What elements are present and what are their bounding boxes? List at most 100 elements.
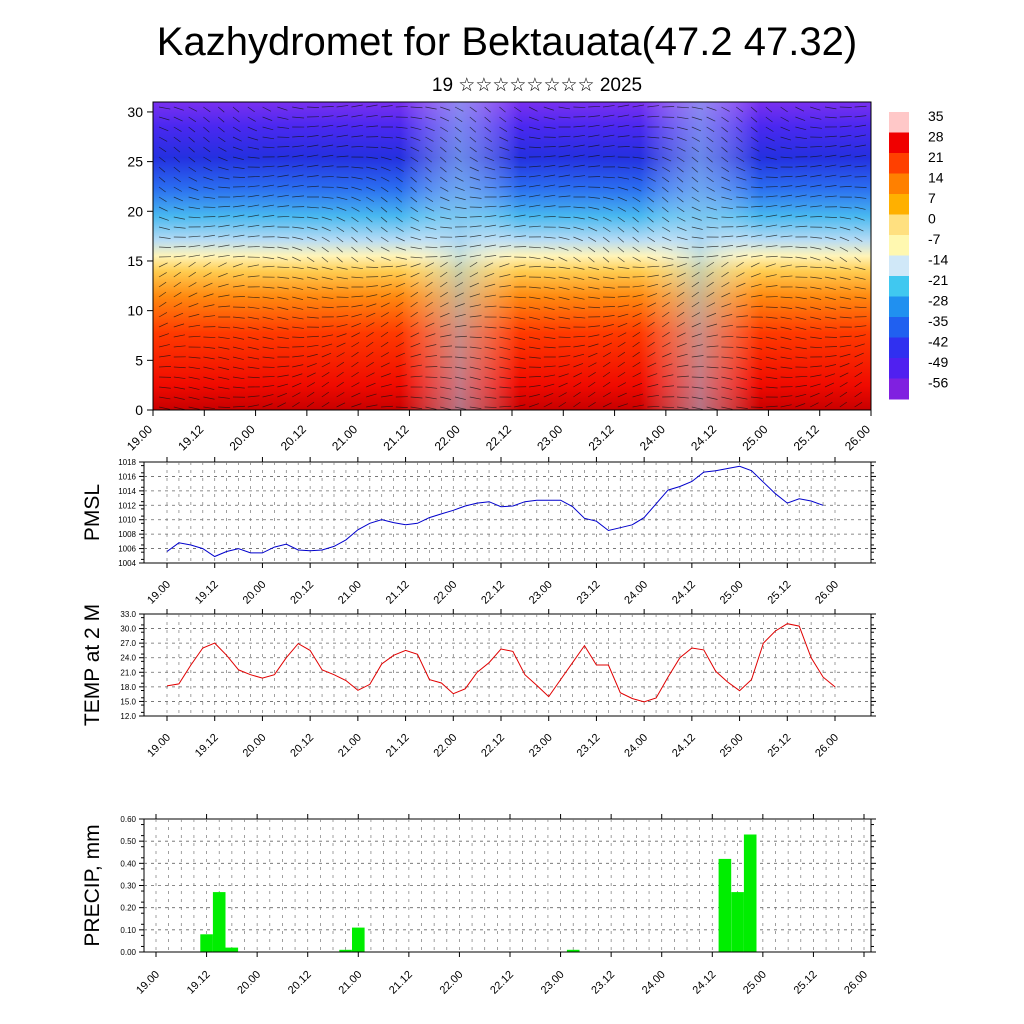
x-tick-label: 23.00 xyxy=(539,969,567,997)
y-tick-label: 1008 xyxy=(118,530,136,539)
x-tick-label: 22.12 xyxy=(479,732,507,760)
x-tick-label: 24.12 xyxy=(688,422,719,453)
precip-bar xyxy=(339,949,352,952)
y-tick-label: 1016 xyxy=(118,472,136,481)
colorbar-label: -21 xyxy=(928,272,948,288)
x-tick-label: 24.12 xyxy=(690,969,718,997)
y-tick-label: 1006 xyxy=(118,545,136,554)
colorbar-segment xyxy=(889,296,909,318)
x-tick-label: 21.00 xyxy=(329,422,360,453)
y-axis-label: PMSL xyxy=(81,484,104,541)
precip-bar xyxy=(200,934,213,952)
colorbar-segment xyxy=(889,358,909,379)
y-axis-label: TEMP at 2 M xyxy=(81,604,104,726)
pmsl-series-line xyxy=(166,465,824,558)
x-tick-label: 21.00 xyxy=(336,579,364,607)
x-tick-label: 19.12 xyxy=(175,422,206,453)
y-tick-label: 30.0 xyxy=(120,625,136,634)
x-tick-label: 24.00 xyxy=(622,732,650,760)
y-tick-label: 33.0 xyxy=(120,610,136,619)
x-tick-label: 25.12 xyxy=(792,969,820,997)
x-tick-label: 24.12 xyxy=(670,732,698,760)
y-tick-label: 0.30 xyxy=(120,882,136,891)
wind-barbs xyxy=(158,104,867,410)
y-tick-label: 1014 xyxy=(118,487,136,496)
x-tick-label: 19.12 xyxy=(185,969,213,997)
x-tick-label: 19.00 xyxy=(134,969,162,997)
x-tick-label: 19.00 xyxy=(124,422,155,453)
y-tick-label: 21.0 xyxy=(120,668,136,677)
x-tick-label: 20.00 xyxy=(235,969,263,997)
y-tick-label: 0.10 xyxy=(120,926,136,935)
colorbar-segment xyxy=(889,214,909,236)
colorbar-segment xyxy=(889,194,909,215)
x-tick-label: 22.00 xyxy=(431,579,459,607)
colorbar-label: -35 xyxy=(928,313,948,329)
colorbar-label: -7 xyxy=(928,231,941,247)
x-tick-label: 24.00 xyxy=(640,969,668,997)
y-tick-label: 1012 xyxy=(118,501,136,510)
y-tick-label: 0.00 xyxy=(120,948,136,957)
colorbar-label: -56 xyxy=(928,375,948,391)
x-tick-label: 20.12 xyxy=(288,579,316,607)
colorbar-label: 14 xyxy=(928,170,944,186)
colorbar-segment xyxy=(889,112,909,133)
colorbar-label: -49 xyxy=(928,354,948,370)
x-tick-label: 25.12 xyxy=(765,732,793,760)
y-tick-label: 15 xyxy=(127,253,143,269)
chart-title: Kazhydromet for Bektauata(47.2 47.32) xyxy=(157,20,857,64)
y-tick-label: 0.60 xyxy=(120,815,136,824)
y-tick-label: 1018 xyxy=(118,458,136,467)
y-tick-label: 5 xyxy=(135,352,143,368)
x-tick-label: 21.00 xyxy=(336,969,364,997)
x-tick-label: 19.00 xyxy=(145,732,173,760)
temp-series-line xyxy=(166,623,836,703)
precip-bar xyxy=(225,947,239,952)
x-tick-label: 25.00 xyxy=(718,732,746,760)
colorbar-label: -14 xyxy=(928,252,948,268)
x-tick-label: 22.00 xyxy=(438,969,466,997)
plot-frame xyxy=(143,613,872,717)
x-tick-label: 21.12 xyxy=(380,422,411,453)
colorbar-label: 21 xyxy=(928,149,944,165)
x-tick-label: 23.12 xyxy=(575,732,603,760)
y-tick-label: 20 xyxy=(127,203,143,219)
x-tick-label: 22.12 xyxy=(479,579,507,607)
pmsl-panel: 1004 1006 1008 1010 1012 1014 1016 1018 19.00 19.… xyxy=(81,457,876,607)
temperature-cross-section: 0 5 10 15 20 25 30 19.00 19.12 20.00 20.12 21.00 21.… xyxy=(124,101,873,453)
x-tick-label: 23.12 xyxy=(589,969,617,997)
x-tick-label: 20.12 xyxy=(278,422,309,453)
colorbar-label: 35 xyxy=(928,108,944,124)
x-tick-label: 20.12 xyxy=(286,969,314,997)
x-tick-label: 25.00 xyxy=(739,422,770,453)
x-tick-label: 23.00 xyxy=(527,732,555,760)
x-tick-label: 22.12 xyxy=(488,969,516,997)
x-tick-label: 19.00 xyxy=(145,579,173,607)
y-tick-label: 25 xyxy=(127,154,143,170)
colorbar-label: -28 xyxy=(928,293,948,309)
x-tick-label: 21.12 xyxy=(384,579,412,607)
x-tick-label: 20.12 xyxy=(288,732,316,760)
y-tick-label: 0.50 xyxy=(120,837,136,846)
y-axis-label: PRECIP, mm xyxy=(81,824,104,946)
x-tick-label: 25.12 xyxy=(765,579,793,607)
x-tick-label: 24.00 xyxy=(622,579,650,607)
precip-bar xyxy=(743,834,757,952)
x-tick-label: 21.12 xyxy=(384,732,412,760)
colorbar-segment xyxy=(889,153,909,174)
x-tick-label: 26.00 xyxy=(813,579,841,607)
colorbar-segment xyxy=(889,255,909,277)
y-tick-label: 15.0 xyxy=(120,697,136,706)
y-tick-label: 0.20 xyxy=(120,904,136,913)
x-tick-label: 22.00 xyxy=(431,732,459,760)
precip-bar xyxy=(731,892,744,952)
colorbar-label: 7 xyxy=(928,190,936,206)
x-tick-label: 23.12 xyxy=(575,579,603,607)
y-tick-label: 27.0 xyxy=(120,639,136,648)
x-tick-label: 26.00 xyxy=(813,732,841,760)
colorbar-segment xyxy=(889,337,909,359)
colorbar-segment xyxy=(889,173,909,195)
x-tick-label: 25.00 xyxy=(741,969,769,997)
x-tick-label: 22.00 xyxy=(432,422,463,453)
